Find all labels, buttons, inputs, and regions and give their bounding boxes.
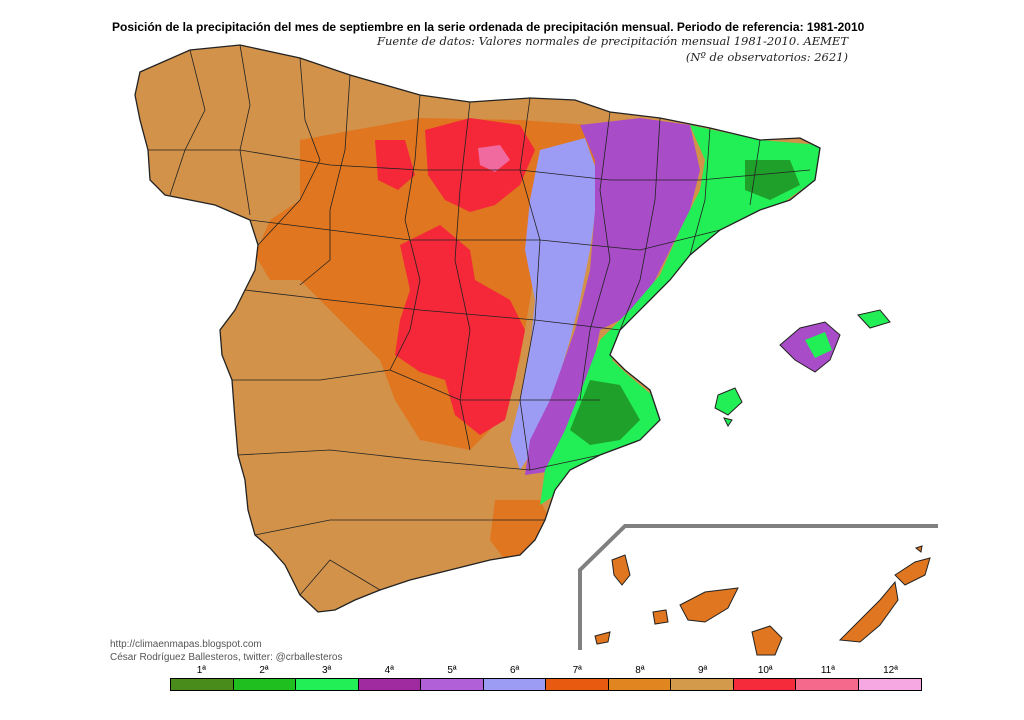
observatory-count: (Nº de observatorios: 2621) — [685, 50, 848, 64]
legend-swatch — [608, 679, 671, 690]
precipitation-zones — [255, 118, 820, 560]
gran-canaria — [751, 625, 783, 656]
legend-label: 6ª — [509, 665, 520, 676]
canary-inset-frame — [578, 524, 938, 650]
legend-label: 12ª — [883, 665, 898, 676]
zone-red-northwest — [375, 140, 415, 190]
legend-swatch — [233, 679, 296, 690]
la-graciosa — [914, 545, 923, 553]
ibiza — [714, 387, 743, 416]
peninsula — [134, 44, 821, 613]
zone-pink — [478, 145, 510, 172]
tenerife — [679, 587, 739, 623]
zone-red-centre — [395, 225, 525, 435]
legend-label: 3ª — [322, 665, 332, 676]
lanzarote — [894, 557, 931, 586]
legend-label: 8ª — [635, 665, 645, 676]
legend-labels: 1ª 2ª 3ª 4ª 5ª 6ª 7ª 8ª 9ª 10ª 11ª 12ª — [170, 664, 922, 678]
legend-swatch — [796, 679, 859, 690]
legend-label: 4ª — [384, 665, 394, 676]
data-source: Fuente de datos: Valores normales de pre… — [377, 33, 848, 65]
legend-label: 7ª — [572, 665, 582, 676]
legend-swatch — [546, 679, 609, 690]
legend-swatch — [421, 679, 484, 690]
legend-swatch — [296, 679, 359, 690]
el-hierro — [594, 631, 611, 645]
la-gomera — [652, 609, 669, 625]
legend-label: 10ª — [757, 665, 773, 676]
canary-islands — [594, 545, 931, 656]
balearic-islands — [714, 309, 891, 427]
zone-darkgreen-northeast — [745, 160, 800, 200]
color-legend: 1ª 2ª 3ª 4ª 5ª 6ª 7ª 8ª 9ª 10ª 11ª 12ª — [170, 664, 922, 698]
zone-darkgreen — [570, 380, 640, 445]
legend-swatch — [733, 679, 796, 690]
la-palma — [611, 554, 631, 586]
menorca — [857, 309, 891, 329]
legend-swatches — [170, 678, 922, 691]
legend-label: 11ª — [820, 665, 835, 676]
province-borders — [148, 44, 811, 596]
credits: http://climaenmapas.blogspot.com César R… — [110, 638, 342, 664]
zone-purple — [525, 118, 700, 475]
map-title: Posición de la precipitación del mes de … — [112, 20, 865, 34]
credit-url: http://climaenmapas.blogspot.com — [110, 639, 262, 650]
credit-author: César Rodríguez Ballesteros, twitter: @c… — [110, 652, 343, 663]
legend-swatch — [358, 679, 421, 690]
legend-swatch — [171, 679, 234, 690]
mallorca-green — [805, 332, 832, 358]
legend-label: 9ª — [697, 665, 708, 676]
legend-swatch — [858, 679, 921, 690]
formentera — [723, 417, 733, 427]
legend-label: 5ª — [447, 665, 457, 676]
zone-lightpurple — [510, 138, 600, 470]
fuerteventura — [838, 580, 899, 643]
legend-swatch — [671, 679, 734, 690]
legend-swatch — [483, 679, 546, 690]
legend-label: 2ª — [259, 665, 269, 676]
source-line: Fuente de datos: Valores normales de pre… — [376, 34, 848, 48]
legend-label: 1ª — [196, 665, 206, 676]
